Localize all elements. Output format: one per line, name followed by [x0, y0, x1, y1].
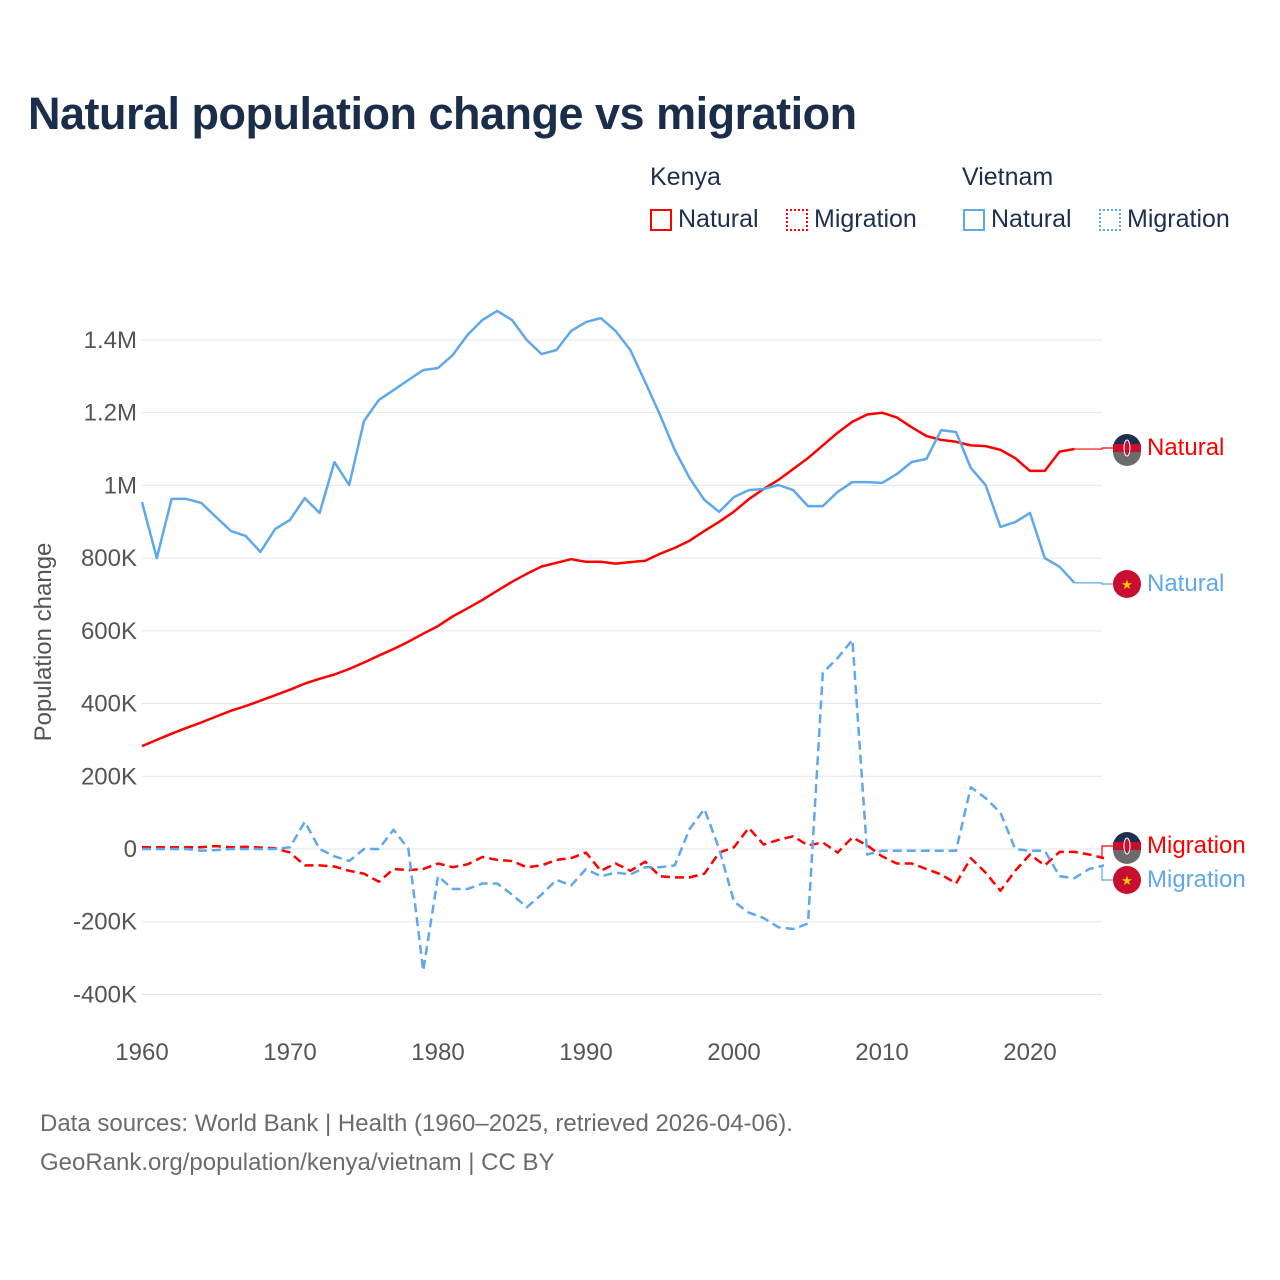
x-tick-label: 1960	[115, 1039, 168, 1066]
x-tick-label: 1980	[411, 1039, 464, 1066]
end-label-connector	[1101, 864, 1113, 881]
series-line-kenya-migration	[142, 826, 1105, 893]
y-tick-label: 600K	[81, 618, 137, 645]
legend-group-vietnam: Vietnam	[962, 163, 1054, 191]
legend-swatch-dotted-blue	[1099, 208, 1121, 231]
y-tick-label: 1.4M	[84, 327, 137, 354]
legend-swatch-solid-blue	[963, 208, 985, 231]
end-label-kenya-migration: Migration	[1147, 832, 1246, 859]
legend-vietnam-natural[interactable]: Natural	[963, 205, 1072, 234]
y-tick-label: 0	[124, 836, 137, 863]
y-tick-label: -200K	[73, 909, 137, 936]
footer-link[interactable]: GeoRank.org/population/kenya/vietnam | C…	[40, 1149, 555, 1176]
legend-label: Migration	[1127, 205, 1230, 233]
y-tick-label: 400K	[81, 691, 137, 718]
vietnam-flag-icon: ★	[1113, 570, 1141, 598]
legend-group-kenya: Kenya	[650, 163, 721, 191]
x-tick-label: 2020	[1003, 1039, 1056, 1066]
x-tick-label: 1970	[263, 1039, 316, 1066]
legend-swatch-solid-red	[650, 208, 672, 231]
y-axis-label: Population change	[30, 543, 57, 742]
y-tick-label: 200K	[81, 763, 137, 790]
legend-kenya-migration[interactable]: Migration	[786, 205, 917, 234]
legend-label: Migration	[814, 205, 917, 233]
legend-vietnam-migration[interactable]: Migration	[1099, 205, 1230, 234]
y-tick-label: 800K	[81, 545, 137, 572]
legend-kenya-natural[interactable]: Natural	[650, 205, 759, 234]
vietnam-flag-icon: ★	[1113, 866, 1141, 894]
end-label-connector	[1101, 845, 1113, 859]
chart-title: Natural population change vs migration	[28, 88, 857, 139]
legend-label: Natural	[991, 205, 1072, 233]
end-label-connector	[1074, 582, 1113, 585]
x-tick-label: 2010	[855, 1039, 908, 1066]
y-tick-label: -400K	[73, 981, 137, 1008]
legend-swatch-dotted-red	[786, 208, 808, 231]
kenya-flag-icon	[1113, 832, 1141, 864]
kenya-flag-icon	[1113, 434, 1141, 466]
series-line-kenya-natural	[141, 411, 1075, 748]
legend-label: Natural	[678, 205, 759, 233]
y-tick-label: 1M	[104, 472, 137, 499]
end-label-connector	[1074, 447, 1113, 450]
series-line-vietnam-natural	[140, 309, 1076, 584]
end-label-vietnam-natural: Natural	[1147, 570, 1224, 597]
end-label-kenya-natural: Natural	[1147, 434, 1224, 461]
footer-sources: Data sources: World Bank | Health (1960–…	[40, 1110, 793, 1137]
series-line-vietnam-migration	[142, 638, 1105, 973]
svg-text:★: ★	[1121, 577, 1133, 592]
y-tick-label: 1.2M	[84, 400, 137, 427]
x-tick-label: 1990	[559, 1039, 612, 1066]
x-tick-label: 2000	[707, 1039, 760, 1066]
svg-text:★: ★	[1121, 873, 1133, 888]
end-label-vietnam-migration: Migration	[1147, 866, 1246, 893]
